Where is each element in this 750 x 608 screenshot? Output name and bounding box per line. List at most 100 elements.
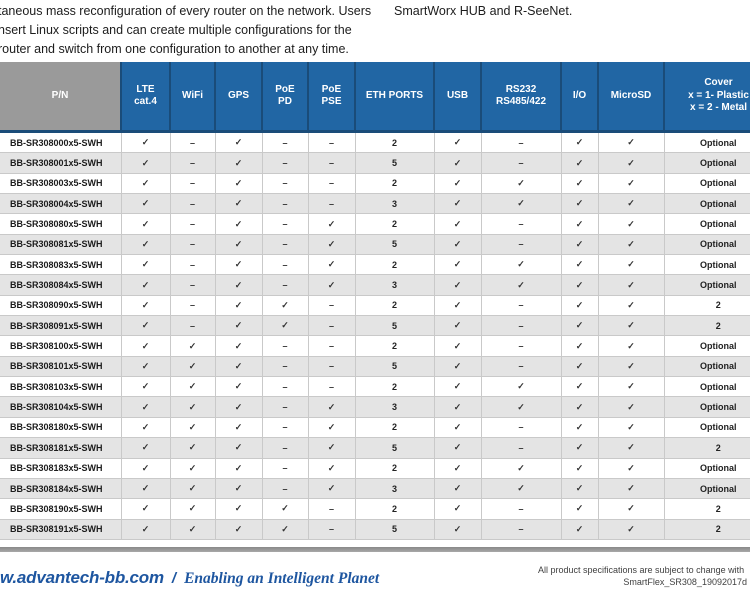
check-icon: ✓ (141, 299, 150, 310)
column-header-wifi: WiFi (170, 62, 216, 133)
cell-cover: Optional (664, 234, 750, 256)
cell-usb: ✓ (434, 498, 482, 520)
cell-wifi: – (170, 315, 216, 337)
cell-gps: ✓ (215, 295, 263, 317)
cell-poe_pse: ✓ (308, 417, 356, 439)
cell-wifi: ✓ (170, 335, 216, 357)
document-id: SmartFlex_SR308_19092017d (623, 577, 747, 587)
cell-cover: Optional (664, 193, 750, 215)
dash-icon: – (189, 137, 195, 148)
cell-eth: 5 (355, 315, 435, 337)
check-icon: ✓ (575, 360, 584, 371)
dash-icon: – (518, 442, 524, 453)
check-icon: ✓ (234, 218, 243, 229)
dash-icon: – (328, 178, 334, 189)
cell-poe_pse: – (308, 193, 356, 215)
cell-io: ✓ (561, 478, 599, 500)
cell-microsd: ✓ (598, 356, 665, 378)
dash-icon: – (282, 137, 288, 148)
website-link[interactable]: w.advantech-bb.com (0, 568, 164, 587)
cell-cover: Optional (664, 254, 750, 276)
cell-io: ✓ (561, 173, 599, 195)
check-icon: ✓ (327, 401, 336, 412)
cell-rs: – (481, 315, 562, 337)
cell-poe_pd: – (262, 131, 309, 154)
check-icon: ✓ (141, 320, 150, 331)
check-icon: ✓ (575, 401, 584, 412)
cell-usb: ✓ (434, 234, 482, 256)
part-number: BB-SR308181x5-SWH (0, 437, 122, 459)
check-icon: ✓ (327, 238, 336, 249)
check-icon: ✓ (234, 523, 243, 534)
dash-icon: – (282, 442, 288, 453)
cell-wifi: – (170, 173, 216, 195)
cell-wifi: – (170, 193, 216, 215)
cell-io: ✓ (561, 376, 599, 398)
cell-microsd: ✓ (598, 335, 665, 357)
dash-icon: – (282, 341, 288, 352)
cell-poe_pse: ✓ (308, 478, 356, 500)
check-icon: ✓ (234, 483, 243, 494)
cell-wifi: ✓ (170, 437, 216, 459)
cell-io: ✓ (561, 396, 599, 418)
cell-eth: 5 (355, 437, 435, 459)
check-icon: ✓ (188, 523, 197, 534)
brand-tagline: Enabling an Intelligent Planet (184, 570, 380, 587)
cell-poe_pse: ✓ (308, 213, 356, 235)
check-icon: ✓ (141, 360, 150, 371)
cell-microsd: ✓ (598, 376, 665, 398)
check-icon: ✓ (234, 238, 243, 249)
check-icon: ✓ (627, 483, 635, 494)
cell-microsd: ✓ (598, 417, 665, 439)
intro-note: SmartWorx HUB and R-SeeNet. (394, 4, 573, 18)
cell-wifi: – (170, 213, 216, 235)
cell-lte: ✓ (121, 376, 171, 398)
check-icon: ✓ (575, 279, 584, 290)
cell-microsd: ✓ (598, 437, 665, 459)
cell-poe_pd: – (262, 458, 309, 479)
cell-lte: ✓ (121, 315, 171, 337)
column-header-pn: P/N (0, 62, 122, 133)
cell-lte: ✓ (121, 335, 171, 357)
cell-rs: – (481, 295, 562, 317)
dash-icon: – (189, 280, 195, 291)
cell-poe_pd: – (262, 417, 309, 439)
cell-eth: 2 (355, 417, 435, 439)
table-row: BB-SR308080x5-SWH ✓ – ✓ – ✓ 2 ✓ – ✓ ✓ Optional (0, 213, 750, 235)
check-icon: ✓ (141, 523, 150, 534)
check-icon: ✓ (517, 198, 525, 209)
cell-rs: ✓ (481, 376, 562, 398)
check-icon: ✓ (141, 421, 150, 432)
dash-icon: – (518, 137, 524, 148)
check-icon: ✓ (627, 442, 635, 453)
cell-microsd: ✓ (598, 315, 665, 337)
cell-poe_pd: – (262, 478, 309, 500)
cell-cover: 2 (664, 437, 750, 459)
cell-poe_pd: – (262, 193, 309, 215)
divider-bar (0, 547, 750, 552)
dash-icon: – (518, 158, 524, 169)
cell-cover: Optional (664, 131, 750, 154)
column-header-poe_pse: PoE PSE (308, 62, 356, 133)
part-number: BB-SR308004x5-SWH (0, 193, 122, 215)
table-row: BB-SR308090x5-SWH ✓ – ✓ ✓ – 2 ✓ – ✓ ✓ 2 (0, 295, 750, 317)
cell-eth: 3 (355, 396, 435, 418)
check-icon: ✓ (234, 442, 243, 453)
cell-gps: ✓ (215, 131, 263, 154)
cell-wifi: – (170, 234, 216, 256)
check-icon: ✓ (141, 238, 150, 249)
check-icon: ✓ (575, 483, 584, 494)
check-icon: ✓ (453, 421, 462, 432)
cell-eth: 5 (355, 152, 435, 174)
cell-microsd: ✓ (598, 254, 665, 276)
check-icon: ✓ (234, 279, 243, 290)
dash-icon: – (189, 239, 195, 250)
cell-lte: ✓ (121, 437, 171, 459)
cell-usb: ✓ (434, 173, 482, 195)
cell-wifi: ✓ (170, 376, 216, 398)
cell-poe_pse: ✓ (308, 274, 356, 296)
check-icon: ✓ (327, 218, 336, 229)
check-icon: ✓ (453, 320, 462, 331)
cell-poe_pse: ✓ (308, 254, 356, 276)
dash-icon: – (189, 158, 195, 169)
